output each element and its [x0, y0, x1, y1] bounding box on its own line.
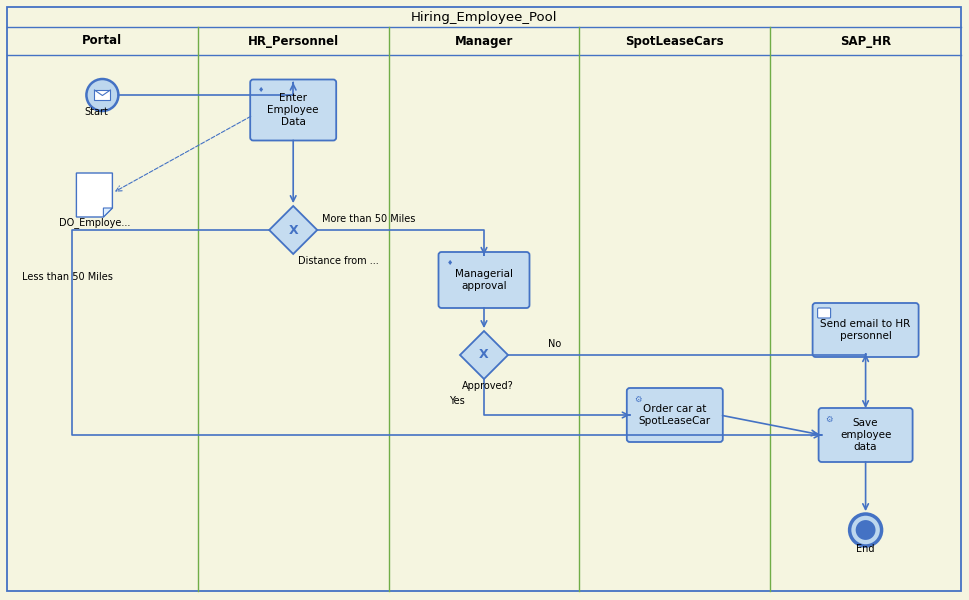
Circle shape: [850, 514, 882, 546]
Text: Start: Start: [84, 107, 109, 117]
Text: ⚙: ⚙: [634, 395, 641, 404]
Text: Yes: Yes: [449, 396, 465, 406]
Text: ⚙: ⚙: [826, 415, 833, 424]
Text: Enter
Employee
Data: Enter Employee Data: [267, 94, 319, 127]
Text: Send email to HR
personnel: Send email to HR personnel: [821, 319, 911, 341]
FancyBboxPatch shape: [627, 388, 723, 442]
Text: X: X: [480, 349, 488, 361]
Text: More than 50 Miles: More than 50 Miles: [323, 214, 416, 224]
FancyBboxPatch shape: [819, 408, 913, 462]
Polygon shape: [104, 208, 112, 217]
Polygon shape: [77, 173, 112, 217]
FancyBboxPatch shape: [818, 308, 830, 318]
Text: Save
employee
data: Save employee data: [840, 418, 891, 452]
FancyBboxPatch shape: [439, 252, 529, 308]
Text: Portal: Portal: [82, 34, 122, 47]
Text: SpotLeaseCars: SpotLeaseCars: [625, 34, 724, 47]
Text: Managerial
approval: Managerial approval: [455, 269, 513, 291]
Text: Order car at
SpotLeaseCar: Order car at SpotLeaseCar: [639, 404, 711, 426]
Text: No: No: [548, 339, 561, 349]
Text: ♦: ♦: [447, 260, 453, 266]
Text: Manager: Manager: [454, 34, 514, 47]
Text: HR_Personnel: HR_Personnel: [248, 34, 339, 47]
Text: SAP_HR: SAP_HR: [840, 34, 891, 47]
Text: DO_Employe...: DO_Employe...: [59, 217, 130, 228]
Text: Distance from ...: Distance from ...: [298, 256, 379, 266]
Text: Approved?: Approved?: [462, 381, 514, 391]
Text: End: End: [857, 544, 875, 554]
FancyBboxPatch shape: [813, 303, 919, 357]
Text: Hiring_Employee_Pool: Hiring_Employee_Pool: [411, 10, 557, 23]
Text: Less than 50 Miles: Less than 50 Miles: [22, 272, 112, 282]
Polygon shape: [269, 206, 317, 254]
Circle shape: [856, 520, 876, 540]
Bar: [94, 90, 110, 100]
Circle shape: [86, 79, 118, 111]
Polygon shape: [460, 331, 508, 379]
Text: ♦: ♦: [258, 88, 265, 94]
FancyBboxPatch shape: [250, 79, 336, 140]
Text: X: X: [289, 223, 298, 236]
